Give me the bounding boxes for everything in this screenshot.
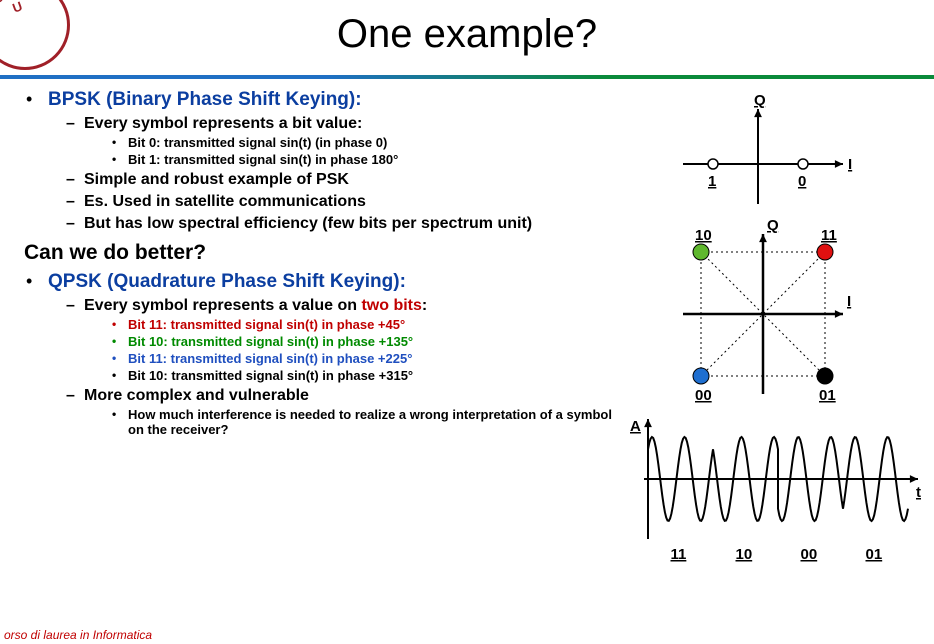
svg-text:Q: Q [767,219,779,234]
bpsk-bit1: Bit 1: transmitted signal sin(t) in phas… [112,152,628,167]
svg-text:01: 01 [866,546,883,563]
svg-text:Q: Q [754,92,766,109]
slide-title: One example? [0,0,934,57]
qpsk-b11: Bit 11: transmitted signal sin(t) in pha… [112,317,628,332]
svg-text:00: 00 [695,387,712,404]
divider [0,75,934,79]
qpsk-p2: More complex and vulnerable How much int… [66,387,628,437]
bpsk-diagram: Q I 1 0 [628,89,898,219]
bpsk-p4: But has low spectral efficiency (few bit… [66,215,628,233]
svg-text:0: 0 [798,173,806,190]
qpsk-diagram: 10 11 00 01 Q I [628,219,898,409]
svg-text:10: 10 [736,546,753,563]
qpsk-sub1: Every symbol represents a value on two b… [66,297,628,383]
svg-text:t: t [916,484,921,501]
bpsk-sub1: Every symbol represents a bit value: Bit… [66,115,628,167]
qpsk-b10b: Bit 10: transmitted signal sin(t) in pha… [112,368,628,383]
bpsk-p2: Simple and robust example of PSK [66,171,628,189]
qpsk-heading: QPSK (Quadrature Phase Shift Keying): [48,271,406,292]
university-seal: U D I O R U [0,0,70,70]
qpsk-b10: Bit 10: transmitted signal sin(t) in pha… [112,334,628,349]
footer-text: orso di laurea in Informatica [4,628,152,642]
svg-text:I: I [847,293,851,310]
bpsk-bit0: Bit 0: transmitted signal sin(t) (in pha… [112,135,628,150]
qpsk-p2sub: How much interference is needed to reali… [112,407,628,437]
svg-text:11: 11 [671,546,687,563]
svg-text:01: 01 [819,387,836,404]
wave-diagram: At 11 10 00 01 [628,409,928,569]
svg-text:1: 1 [708,173,716,190]
svg-text:11: 11 [821,227,837,244]
text-column: BPSK (Binary Phase Shift Keying): Every … [18,89,628,569]
bpsk-p3: Es. Used in satellite communications [66,193,628,211]
svg-text:00: 00 [801,546,818,563]
svg-text:A: A [630,418,641,435]
svg-text:10: 10 [695,227,712,244]
qpsk-b11b: Bit 11: transmitted signal sin(t) in pha… [112,351,628,366]
bpsk-heading: BPSK (Binary Phase Shift Keying): [48,89,362,110]
question: Can we do better? [24,241,628,265]
diagram-column: QI10 10110001QI At11100001 [628,89,928,569]
svg-text:I: I [848,156,852,173]
